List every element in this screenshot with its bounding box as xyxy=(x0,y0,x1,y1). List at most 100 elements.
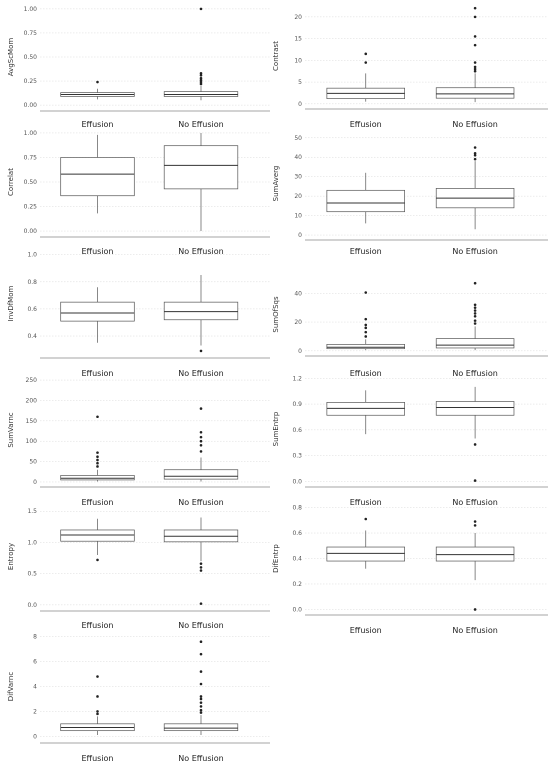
panel-5-box-1 xyxy=(60,301,135,322)
panel-11-outlier-2 xyxy=(199,697,203,701)
panel-8-category-label-1: Effusion xyxy=(350,498,382,507)
panel-7-tick-label: 100 xyxy=(26,438,38,445)
panel-9-category-label-2: No Effusion xyxy=(178,621,223,630)
panel-2-y-axis-label: Contrast xyxy=(272,41,280,71)
panel-6-tick-label: 20 xyxy=(294,319,302,326)
panel-3-category-label-2: No Effusion xyxy=(178,247,223,256)
panel-1-outlier-2 xyxy=(199,72,203,75)
panel-4-outlier-2 xyxy=(473,157,477,161)
panel-1-category-label-1: Effusion xyxy=(82,120,114,129)
panel-6-y-axis-label: SumOfSqs xyxy=(272,296,280,333)
panel-7-outlier-1 xyxy=(96,455,99,458)
panel-4-tick-label: 20 xyxy=(294,193,302,200)
panel-10-tick-label: 0.8 xyxy=(292,505,302,512)
panel-5-category-label-2: No Effusion xyxy=(178,369,223,378)
panel-6-outlier-1 xyxy=(364,291,368,294)
panel-1-outlier-2 xyxy=(199,76,203,80)
panel-7-outlier-1 xyxy=(96,451,99,454)
panel-9-box-1 xyxy=(60,529,135,542)
panel-4-tick-label: 30 xyxy=(294,174,302,181)
panel-6-outlier-2 xyxy=(473,281,477,285)
panel-6-outlier-1 xyxy=(364,326,368,330)
panel-11-tick-label: 6 xyxy=(33,659,37,666)
panel-4-category-label-1: Effusion xyxy=(350,247,382,256)
panel-11-category-label-1: Effusion xyxy=(82,754,114,763)
panel-1-tick-label: 0.00 xyxy=(24,102,38,109)
panel-4-outlier-2 xyxy=(473,153,477,157)
panel-11-outlier-2 xyxy=(199,670,203,673)
panel-11-outlier-2 xyxy=(199,711,203,714)
panel-2-outlier-2 xyxy=(473,65,477,69)
panel-3-tick-label: 0.00 xyxy=(24,228,38,235)
panel-7-outlier-2 xyxy=(199,439,203,443)
panel-10-tick-label: 0.0 xyxy=(292,606,302,613)
panel-6-tick-label: 0 xyxy=(298,348,302,355)
panel-4-box-1 xyxy=(326,189,405,213)
panel-2-outlier-2 xyxy=(473,61,477,64)
panel-8-y-axis-label: SumEntrp xyxy=(272,411,280,446)
panel-10-category-label-2: No Effusion xyxy=(452,626,497,635)
panel-9-outlier-2 xyxy=(199,602,203,605)
panel-3-tick-label: 0.75 xyxy=(24,154,38,161)
panel-7-outlier-1 xyxy=(96,461,99,465)
panel-11-outlier-1 xyxy=(96,695,99,698)
panel-4-tick-label: 50 xyxy=(294,135,302,142)
panel-11-outlier-2 xyxy=(199,682,203,686)
panel-8-tick-label: 0.6 xyxy=(292,427,302,434)
panel-6-outlier-2 xyxy=(473,306,477,309)
panel-11-tick-label: 2 xyxy=(33,708,37,715)
panel-9-y-axis-label: Entropy xyxy=(7,543,15,570)
panel-5-box-2 xyxy=(163,301,239,321)
panel-4-outlier-2 xyxy=(473,146,477,149)
panel-2-tick-label: 20 xyxy=(294,14,302,21)
panel-10-outlier-2 xyxy=(473,520,477,523)
panel-9-outlier-2 xyxy=(199,569,203,572)
panel-7-tick-label: 50 xyxy=(29,459,37,466)
panel-11-y-axis-label: DifVarnc xyxy=(7,672,15,702)
panel-3-tick-label: 0.50 xyxy=(24,179,38,186)
panel-6-outlier-1 xyxy=(364,335,368,338)
panel-11-outlier-2 xyxy=(199,640,203,644)
panel-5-tick-label: 0.4 xyxy=(27,333,37,340)
panel-7-outlier-2 xyxy=(199,430,203,434)
panel-11-outlier-2 xyxy=(199,708,203,712)
panel-7-tick-label: 150 xyxy=(26,418,38,425)
panel-9-tick-label: 1.0 xyxy=(27,539,37,546)
panel-9-outlier-2 xyxy=(199,566,203,569)
panel-7-box-1 xyxy=(60,475,135,481)
panel-11-box-2 xyxy=(163,723,239,732)
panel-11-outlier-1 xyxy=(96,710,99,713)
panel-1-tick-label: 0.50 xyxy=(24,54,38,61)
panel-10-tick-label: 0.4 xyxy=(292,556,302,563)
panel-1-category-label-2: No Effusion xyxy=(178,120,223,129)
panel-8-box-2 xyxy=(435,401,515,416)
panel-11-tick-label: 0 xyxy=(33,733,37,740)
panel-7-outlier-2 xyxy=(199,407,203,410)
panel-11-outlier-2 xyxy=(199,705,203,708)
panel-7-outlier-1 xyxy=(96,415,99,419)
panel-2-box-2 xyxy=(435,87,515,99)
panel-1-tick-label: 1.00 xyxy=(24,6,38,13)
panel-8-category-label-2: No Effusion xyxy=(452,498,497,507)
panel-7-category-label-2: No Effusion xyxy=(178,498,223,507)
panel-1-outlier-2 xyxy=(199,82,203,86)
panel-10-tick-label: 0.2 xyxy=(292,581,302,588)
panel-10-y-axis-label: DifEntrp xyxy=(272,544,280,573)
panel-8-tick-label: 1.2 xyxy=(292,375,302,382)
panel-5-outlier-2 xyxy=(199,349,203,353)
panel-6-outlier-1 xyxy=(364,323,368,327)
panel-4-y-axis-label: SumAverg xyxy=(272,166,280,202)
panel-10-outlier-2 xyxy=(473,608,477,611)
panel-2-tick-label: 0 xyxy=(298,101,302,108)
panel-7-box-2 xyxy=(163,469,239,480)
panel-7-outlier-2 xyxy=(199,443,203,447)
panel-1-outlier-2 xyxy=(199,78,203,82)
panel-4-category-label-2: No Effusion xyxy=(452,247,497,256)
panel-3-tick-label: 0.25 xyxy=(24,204,38,211)
panel-6-box-2 xyxy=(435,338,515,349)
panel-11-outlier-1 xyxy=(96,712,99,716)
panel-3-y-axis-label: Correlat xyxy=(7,168,15,196)
panel-3-category-label-1: Effusion xyxy=(82,247,114,256)
panel-5-tick-label: 0.8 xyxy=(27,279,37,286)
panel-6-outlier-2 xyxy=(473,314,477,318)
